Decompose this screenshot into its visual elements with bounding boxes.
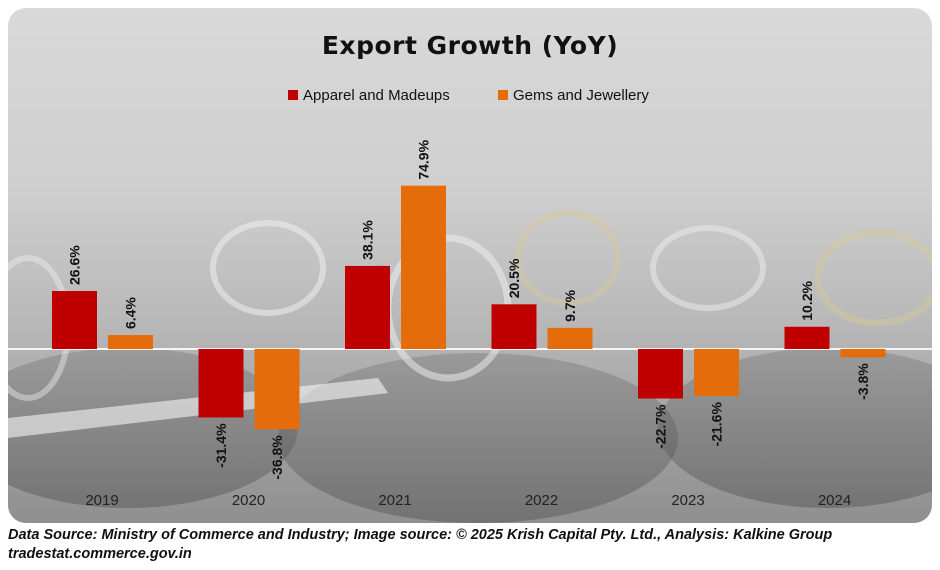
data-label: 6.4% [123,297,139,329]
data-label: 38.1% [360,220,376,260]
data-label: -31.4% [213,423,229,468]
bar-chart: Export Growth (YoY) Apparel and Madeups Ge… [8,31,932,509]
x-tick-label: 2024 [818,492,851,509]
bar [52,291,97,349]
data-label: 20.5% [506,258,522,298]
x-tick-label: 2022 [525,492,558,509]
chart-panel: Export Growth (YoY) Apparel and Madeups Ge… [8,8,932,523]
legend-swatch [498,90,508,100]
legend-swatch [288,90,298,100]
data-label: 26.6% [67,245,83,285]
data-label: -36.8% [269,435,285,480]
footer: Data Source: Ministry of Commerce and In… [8,526,932,564]
x-tick-label: 2019 [85,492,118,509]
data-label: 10.2% [799,281,815,321]
bar [638,349,683,399]
source-note: Data Source: Ministry of Commerce and In… [8,527,833,543]
data-label: 9.7% [562,289,578,321]
bar [840,349,886,358]
source-url: tradestat.commerce.gov.in [8,546,192,562]
legend-label: Gems and Jewellery [513,87,649,104]
data-label: -3.8% [855,363,871,400]
chart-title: Export Growth (YoY) [322,31,618,60]
bar [254,349,300,430]
bar [491,304,537,349]
data-label: 74.9% [416,139,432,179]
x-tick-label: 2023 [671,492,704,509]
bar [108,335,153,349]
bar [547,327,593,349]
data-label: -22.7% [653,404,669,449]
bar [198,349,244,418]
bar [401,185,446,349]
bar [694,349,739,397]
x-tick-label: 2020 [232,492,265,509]
bar [345,265,390,349]
legend-label: Apparel and Madeups [303,87,450,104]
bar [784,326,830,349]
x-tick-label: 2021 [378,492,411,509]
data-label: -21.6% [709,402,725,447]
